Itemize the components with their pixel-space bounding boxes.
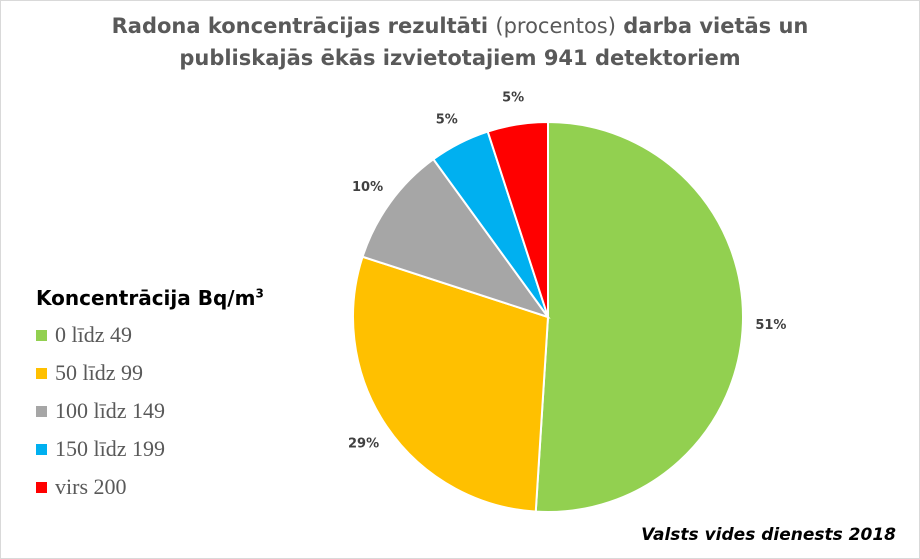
legend-item: virs 200 [36,468,264,506]
legend-label: virs 200 [55,474,127,499]
chart-title: Radona koncentrācijas rezultāti (procent… [0,10,920,74]
legend-title-main: Koncentrācija Bq/m [36,286,256,310]
legend-label: 0 līdz 49 [55,322,132,347]
slice-data-label: 5% [436,112,458,127]
legend-items: 0 līdz 49 50 līdz 99 100 līdz 149 150 līdz … [36,316,264,506]
legend-label: 50 līdz 99 [55,360,143,385]
pie-slice [486,120,549,318]
legend-item: 0 līdz 49 [36,316,264,354]
legend-label: 150 līdz 199 [55,436,165,461]
pie-slice [352,255,550,513]
slice-data-label: 29% [348,436,379,451]
slice-data-label: 10% [352,180,383,195]
legend: Koncentrācija Bq/m3 0 līdz 49 50 līdz 99 1… [36,286,264,506]
slice-data-label: 51% [755,318,786,333]
legend-title: Koncentrācija Bq/m3 [36,286,264,310]
pie-slice [534,120,744,513]
title-line1-c: darba vietās un [615,14,809,38]
legend-item: 100 līdz 149 [36,392,264,430]
legend-label: 100 līdz 149 [55,398,165,423]
title-line1-a: Radona koncentrācijas rezultāti [111,14,496,38]
legend-swatch [36,367,47,379]
legend-title-sup: 3 [255,286,264,301]
legend-swatch [36,405,47,417]
legend-item: 150 līdz 199 [36,430,264,468]
title-line2: publiskajās ēkās izvietotajiem 941 detek… [179,46,741,70]
legend-swatch [36,481,47,493]
title-line1-b: (procentos) [495,14,616,38]
slice-data-label: 5% [502,91,524,106]
pie-slice [361,157,551,319]
legend-swatch [36,443,47,455]
legend-item: 50 līdz 99 [36,354,264,392]
source-note: Valsts vides dienests 2018 [641,525,896,545]
legend-swatch [36,329,47,341]
